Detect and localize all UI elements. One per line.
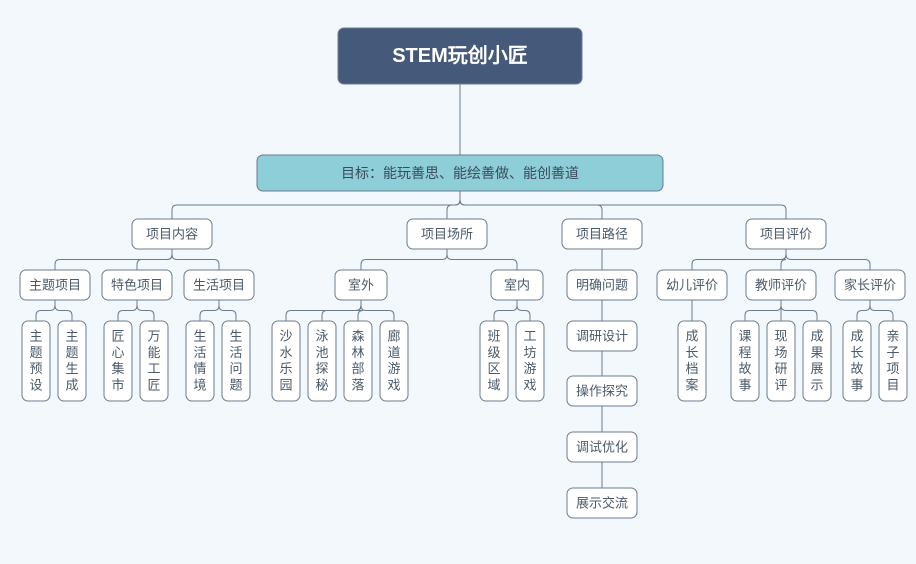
l4-node-label: 家长评价 bbox=[844, 278, 896, 293]
svg-text:事: 事 bbox=[850, 377, 863, 392]
svg-text:工: 工 bbox=[147, 361, 160, 376]
svg-text:亲: 亲 bbox=[886, 329, 899, 344]
svg-text:档: 档 bbox=[685, 361, 698, 376]
l4-node-label: 主题项目 bbox=[29, 278, 81, 293]
svg-text:沙: 沙 bbox=[279, 329, 292, 344]
chain-node-label: 展示交流 bbox=[576, 496, 628, 511]
svg-text:泳: 泳 bbox=[315, 329, 328, 344]
svg-text:廊: 廊 bbox=[387, 329, 400, 344]
svg-text:市: 市 bbox=[111, 377, 124, 392]
org-chart-diagram: STEM玩创小匠目标：能玩善思、能绘善做、能创善道项目内容项目场所项目路径项目评… bbox=[0, 0, 916, 564]
l4-node-label: 特色项目 bbox=[111, 278, 163, 293]
svg-text:心: 心 bbox=[111, 345, 124, 360]
svg-text:级: 级 bbox=[487, 345, 500, 360]
svg-text:能: 能 bbox=[147, 345, 160, 360]
svg-text:池: 池 bbox=[315, 345, 328, 360]
svg-text:目: 目 bbox=[886, 377, 899, 392]
svg-text:探: 探 bbox=[315, 361, 328, 376]
svg-text:林: 林 bbox=[351, 345, 364, 360]
svg-text:班: 班 bbox=[487, 329, 500, 344]
svg-text:域: 域 bbox=[487, 377, 500, 392]
svg-text:子: 子 bbox=[886, 345, 899, 360]
svg-text:生: 生 bbox=[229, 329, 242, 344]
svg-text:水: 水 bbox=[279, 345, 292, 360]
chain-node-label: 操作探究 bbox=[576, 384, 628, 399]
svg-text:活: 活 bbox=[229, 345, 242, 360]
svg-text:生: 生 bbox=[193, 329, 206, 344]
svg-text:设: 设 bbox=[29, 377, 42, 392]
l4-node-label: 明确问题 bbox=[576, 278, 628, 293]
l3-node-label: 项目内容 bbox=[146, 227, 198, 242]
l3-node-label: 项目场所 bbox=[421, 227, 473, 242]
svg-text:题: 题 bbox=[29, 345, 42, 360]
svg-text:匠: 匠 bbox=[111, 329, 124, 344]
l4-node-label: 幼儿评价 bbox=[666, 278, 718, 293]
svg-text:故: 故 bbox=[850, 361, 863, 376]
l4-node-label: 室外 bbox=[348, 278, 374, 293]
svg-text:成: 成 bbox=[850, 329, 863, 344]
svg-text:生: 生 bbox=[65, 361, 78, 376]
svg-text:预: 预 bbox=[29, 361, 42, 376]
svg-text:秘: 秘 bbox=[315, 377, 328, 392]
svg-text:评: 评 bbox=[774, 377, 787, 392]
svg-text:果: 果 bbox=[810, 345, 823, 360]
svg-text:境: 境 bbox=[193, 377, 206, 392]
svg-text:工: 工 bbox=[523, 329, 536, 344]
svg-text:道: 道 bbox=[387, 345, 400, 360]
l3-node-label: 项目路径 bbox=[576, 227, 628, 242]
svg-text:问: 问 bbox=[229, 361, 242, 376]
l4-node-label: 室内 bbox=[504, 278, 530, 293]
svg-text:活: 活 bbox=[193, 345, 206, 360]
root-title: STEM玩创小匠 bbox=[392, 43, 528, 67]
svg-text:题: 题 bbox=[65, 345, 78, 360]
svg-text:匠: 匠 bbox=[147, 377, 160, 392]
svg-text:区: 区 bbox=[487, 361, 500, 376]
svg-text:事: 事 bbox=[738, 377, 751, 392]
chain-node-label: 调研设计 bbox=[576, 329, 628, 344]
l4-node-label: 教师评价 bbox=[755, 278, 807, 293]
svg-text:戏: 戏 bbox=[387, 377, 400, 392]
svg-text:部: 部 bbox=[351, 361, 364, 376]
svg-text:戏: 戏 bbox=[523, 377, 536, 392]
chain-node-label: 调试优化 bbox=[576, 440, 628, 455]
svg-text:示: 示 bbox=[810, 377, 823, 392]
svg-text:案: 案 bbox=[685, 377, 698, 392]
svg-text:长: 长 bbox=[850, 345, 863, 360]
svg-text:题: 题 bbox=[229, 377, 242, 392]
svg-text:课: 课 bbox=[738, 329, 751, 344]
l4-node-label: 生活项目 bbox=[193, 278, 245, 293]
svg-text:成: 成 bbox=[685, 329, 698, 344]
l3-node-label: 项目评价 bbox=[760, 227, 812, 242]
svg-text:游: 游 bbox=[523, 361, 536, 376]
svg-text:森: 森 bbox=[351, 329, 364, 344]
svg-text:主: 主 bbox=[29, 329, 42, 344]
svg-text:故: 故 bbox=[738, 361, 751, 376]
svg-text:研: 研 bbox=[774, 361, 787, 376]
svg-text:主: 主 bbox=[65, 329, 78, 344]
svg-text:游: 游 bbox=[387, 361, 400, 376]
svg-text:集: 集 bbox=[111, 361, 124, 376]
svg-text:成: 成 bbox=[65, 377, 78, 392]
svg-text:现: 现 bbox=[774, 329, 787, 344]
svg-text:程: 程 bbox=[738, 345, 751, 360]
svg-text:落: 落 bbox=[351, 377, 364, 392]
svg-text:成: 成 bbox=[810, 329, 823, 344]
svg-text:坊: 坊 bbox=[523, 345, 536, 360]
svg-text:场: 场 bbox=[774, 345, 787, 360]
svg-text:情: 情 bbox=[193, 361, 206, 376]
svg-text:万: 万 bbox=[147, 329, 160, 344]
goal-text: 目标：能玩善思、能绘善做、能创善道 bbox=[341, 165, 579, 181]
svg-text:展: 展 bbox=[810, 361, 823, 376]
svg-text:长: 长 bbox=[685, 345, 698, 360]
svg-text:园: 园 bbox=[279, 377, 292, 392]
svg-text:乐: 乐 bbox=[279, 361, 292, 376]
svg-text:项: 项 bbox=[886, 361, 899, 376]
